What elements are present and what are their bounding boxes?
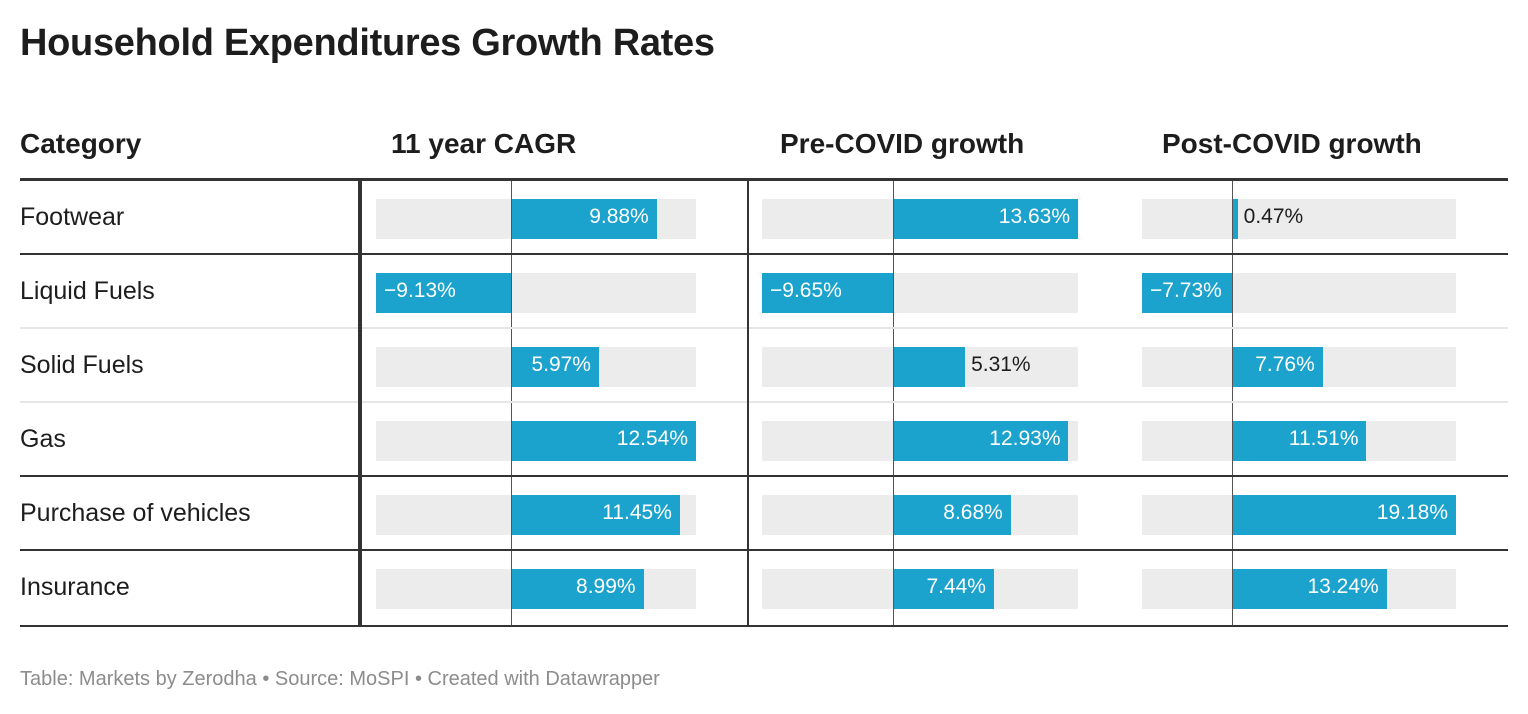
footer-credits: Table: Markets by Zerodha • Source: MoSP…: [20, 668, 660, 690]
zero-line: [510, 329, 512, 403]
category-label: Gas: [20, 425, 66, 453]
data-label: 0.47%: [1243, 205, 1304, 228]
data-label: −9.65%: [770, 279, 842, 302]
table-row: Purchase of vehicles 11.45% 8.68% 19.18%: [20, 477, 1508, 551]
bar: [892, 495, 1011, 535]
row-divider: [20, 327, 1508, 329]
row-divider: [20, 475, 1508, 477]
category-label: Footwear: [20, 203, 125, 231]
zero-line: [892, 181, 894, 255]
data-label: 9.88%: [589, 205, 649, 228]
bar: [892, 347, 966, 387]
header-post-covid: Post-COVID growth: [1162, 128, 1422, 159]
zero-line: [510, 403, 512, 477]
zero-line: [1232, 477, 1234, 551]
bar: [510, 569, 644, 609]
bar: [1232, 569, 1387, 609]
zero-line: [1232, 551, 1234, 627]
bar: [1232, 347, 1323, 387]
bar: [892, 569, 994, 609]
zero-line: [892, 329, 894, 403]
row-divider: [20, 253, 1508, 255]
zero-line: [1232, 403, 1234, 477]
bar: [510, 495, 680, 535]
table-row: Insurance 8.99% 7.44% 13.24%: [20, 551, 1508, 627]
column-divider: [747, 181, 749, 627]
data-label: 5.97%: [531, 353, 591, 376]
category-divider: [358, 181, 362, 627]
bar: [892, 421, 1069, 461]
data-label: −7.73%: [1150, 279, 1222, 302]
zero-line: [1232, 181, 1234, 255]
data-label: 19.18%: [1376, 501, 1448, 524]
data-label: 8.68%: [943, 501, 1003, 524]
header-pre-covid: Pre-COVID growth: [780, 128, 1025, 159]
bar: [1232, 421, 1367, 461]
zero-line: [1232, 329, 1234, 403]
data-label: −9.13%: [384, 279, 456, 302]
zero-line: [510, 477, 512, 551]
data-label: 11.45%: [602, 501, 672, 524]
bar: [762, 273, 893, 313]
header-cagr: 11 year CAGR: [391, 128, 577, 159]
data-label: 7.44%: [926, 575, 986, 598]
category-label: Solid Fuels: [20, 351, 144, 379]
table-row: Gas 12.54% 12.93% 11.51%: [20, 403, 1508, 477]
bar: [376, 273, 511, 313]
zero-line: [892, 551, 894, 627]
data-label: 8.99%: [576, 575, 636, 598]
data-label: 13.63%: [998, 205, 1070, 228]
zero-line: [1232, 255, 1234, 329]
data-label: 13.24%: [1307, 575, 1379, 598]
data-label: 5.31%: [971, 353, 1031, 376]
bar: [510, 199, 657, 239]
zero-line: [510, 255, 512, 329]
bar: [1142, 273, 1233, 313]
table-row: Solid Fuels 5.97% 5.31% 7.76%: [20, 329, 1508, 403]
zero-line: [892, 403, 894, 477]
zero-line: [892, 477, 894, 551]
row-divider: [20, 401, 1508, 403]
chart-title: Household Expenditures Growth Rates: [20, 22, 715, 64]
data-label: 12.93%: [989, 427, 1061, 450]
bar: [510, 421, 696, 461]
row-divider: [20, 625, 1508, 627]
header-category: Category: [20, 128, 142, 159]
bar: [892, 199, 1078, 239]
table-row: Liquid Fuels −9.13% −9.65% −7.73%: [20, 255, 1508, 329]
bar: [1232, 495, 1456, 535]
header-rule: [20, 178, 1508, 181]
bar-track: [1142, 199, 1456, 239]
table-row: Footwear 9.88% 13.63% 0.47%: [20, 181, 1508, 255]
data-label: 7.76%: [1255, 353, 1315, 376]
row-divider: [20, 549, 1508, 551]
data-label: 12.54%: [616, 427, 688, 450]
zero-line: [510, 551, 512, 627]
data-label: 11.51%: [1288, 427, 1359, 450]
bar: [1232, 199, 1238, 239]
category-label: Liquid Fuels: [20, 277, 155, 305]
category-label: Purchase of vehicles: [20, 499, 251, 527]
zero-line: [510, 181, 512, 255]
category-label: Insurance: [20, 573, 130, 601]
zero-line: [892, 255, 894, 329]
bar: [510, 347, 599, 387]
